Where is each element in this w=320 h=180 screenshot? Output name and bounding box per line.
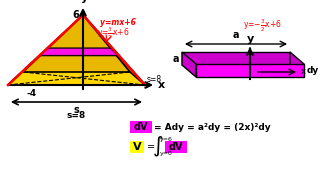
Text: y=$-\frac{3}{2}$x+6: y=$-\frac{3}{2}$x+6 (243, 18, 282, 34)
Text: a: a (233, 30, 239, 40)
Text: dV: dV (134, 122, 148, 132)
Polygon shape (8, 15, 145, 85)
Text: y=mx+6: y=mx+6 (100, 18, 136, 27)
Bar (130, 121, 152, 133)
Text: V: V (133, 142, 141, 152)
Text: dy: dy (307, 66, 319, 75)
Text: s=8: s=8 (147, 75, 162, 84)
Polygon shape (182, 52, 196, 77)
Text: -4: -4 (27, 89, 37, 98)
Polygon shape (196, 64, 304, 77)
Text: 6: 6 (72, 10, 79, 20)
Polygon shape (83, 15, 145, 85)
Polygon shape (182, 52, 290, 65)
Bar (130, 141, 144, 153)
Bar (165, 141, 187, 153)
Text: dV: dV (169, 142, 183, 152)
Polygon shape (23, 15, 130, 72)
Text: a: a (172, 53, 179, 64)
Text: x: x (301, 68, 306, 76)
Polygon shape (290, 52, 304, 77)
Text: y=0: y=0 (160, 152, 173, 156)
Polygon shape (8, 15, 83, 85)
Text: = Ady = a²dy = (2x)²dy: = Ady = a²dy = (2x)²dy (154, 123, 271, 132)
Text: y: y (246, 34, 254, 44)
Polygon shape (8, 72, 145, 85)
Text: y: y (80, 0, 88, 3)
Text: s: s (73, 105, 79, 115)
Text: =: = (147, 142, 155, 152)
Text: y=6: y=6 (160, 136, 173, 141)
Text: s=8: s=8 (66, 111, 86, 120)
Polygon shape (39, 48, 119, 56)
Text: ∫: ∫ (153, 136, 164, 156)
Text: y=$\frac{3}{2}$x+6: y=$\frac{3}{2}$x+6 (97, 26, 130, 42)
Text: x: x (158, 80, 165, 90)
